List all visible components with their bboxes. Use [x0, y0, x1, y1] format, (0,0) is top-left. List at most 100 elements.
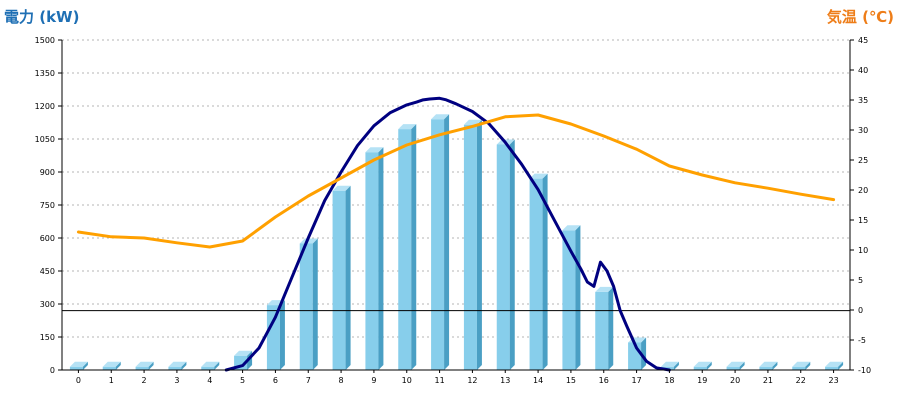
left-tick-label: 750: [40, 201, 55, 210]
left-tick-label: 150: [40, 333, 55, 342]
bar-side: [542, 173, 548, 370]
bar: [201, 361, 220, 370]
right-tick-label: 15: [858, 216, 868, 225]
bar: [69, 361, 88, 370]
x-tick-label: 2: [142, 376, 147, 385]
bar-top: [299, 238, 318, 244]
left-tick-label: 1050: [35, 135, 55, 144]
bar-top: [69, 361, 88, 367]
bar-side: [181, 361, 187, 370]
bar-top: [168, 361, 187, 367]
bar-front: [726, 366, 740, 370]
bar: [628, 337, 647, 370]
bar: [135, 361, 154, 370]
bar-top: [660, 361, 679, 367]
left-tick-label: 1500: [35, 36, 55, 45]
x-tick-label: 7: [306, 376, 311, 385]
bar: [365, 147, 384, 370]
bar-side: [345, 185, 351, 370]
bar: [332, 185, 351, 370]
bar-top: [201, 361, 220, 367]
bar-front: [595, 291, 609, 370]
bar-side: [739, 361, 745, 370]
x-tick-label: 16: [599, 376, 609, 385]
x-tick-label: 6: [273, 376, 278, 385]
x-tick-label: 10: [402, 376, 412, 385]
x-tick-label: 8: [339, 376, 344, 385]
bar-front: [365, 152, 379, 370]
bar-side: [476, 119, 482, 370]
bar: [168, 361, 187, 370]
bar-front: [69, 366, 83, 370]
line-series: [62, 96, 850, 372]
power-line: [224, 96, 671, 372]
right-tick-label: 30: [858, 126, 868, 135]
bar-top: [759, 361, 778, 367]
bar-top: [365, 147, 384, 153]
bar-top: [135, 361, 154, 367]
bar-front: [168, 366, 182, 370]
bar-top: [693, 361, 712, 367]
bar-side: [706, 361, 712, 370]
left-tick-label: 900: [40, 168, 55, 177]
x-tick-label: 21: [763, 376, 773, 385]
bar-front: [463, 124, 477, 370]
x-tick-label: 18: [664, 376, 674, 385]
bar-top: [792, 361, 811, 367]
bar-side: [279, 300, 285, 370]
x-tick-label: 23: [828, 376, 838, 385]
bar-top: [234, 350, 253, 356]
temperature-line: [76, 113, 836, 249]
bar-front: [792, 366, 806, 370]
bar-front: [693, 366, 707, 370]
axes: 01503004506007509001050120013501500-10-5…: [35, 36, 871, 385]
grid-lines: [62, 39, 850, 338]
bar: [431, 114, 450, 370]
bar-front: [529, 178, 543, 370]
bar: [398, 124, 417, 370]
bar-front: [135, 366, 149, 370]
bar-side: [82, 361, 88, 370]
left-tick-label: 1200: [35, 102, 55, 111]
bar-top: [595, 286, 614, 292]
bar: [529, 173, 548, 370]
bar-top: [825, 361, 844, 367]
left-tick-label: 0: [50, 366, 55, 375]
right-tick-label: 40: [858, 66, 868, 75]
bar-front: [562, 230, 576, 370]
right-tick-label: 0: [858, 306, 863, 315]
bar: [102, 361, 121, 370]
bar-front: [431, 119, 445, 370]
x-tick-label: 3: [174, 376, 179, 385]
right-tick-label: 10: [858, 246, 868, 255]
bar-front: [332, 190, 346, 370]
left-tick-label: 450: [40, 267, 55, 276]
bar-front: [398, 129, 412, 370]
x-tick-label: 5: [240, 376, 245, 385]
right-tick-label: 35: [858, 96, 868, 105]
bar-top: [726, 361, 745, 367]
bar-top: [332, 185, 351, 191]
x-tick-label: 12: [467, 376, 477, 385]
x-tick-label: 4: [207, 376, 212, 385]
bar: [726, 361, 745, 370]
right-tick-label: -5: [858, 336, 866, 345]
bar: [496, 139, 515, 370]
bar-side: [214, 361, 220, 370]
x-tick-label: 14: [533, 376, 543, 385]
bar-side: [805, 361, 811, 370]
bar-front: [102, 366, 116, 370]
bar-top: [398, 124, 417, 130]
bar-top: [562, 225, 581, 231]
x-tick-label: 9: [371, 376, 376, 385]
bar-side: [641, 337, 647, 370]
right-tick-label: 20: [858, 186, 868, 195]
bar: [825, 361, 844, 370]
x-tick-label: 1: [109, 376, 114, 385]
bar-side: [772, 361, 778, 370]
bar-side: [838, 361, 844, 370]
right-axis-title: 気温 (℃): [827, 8, 894, 26]
bar-side: [378, 147, 384, 370]
x-tick-label: 0: [76, 376, 81, 385]
